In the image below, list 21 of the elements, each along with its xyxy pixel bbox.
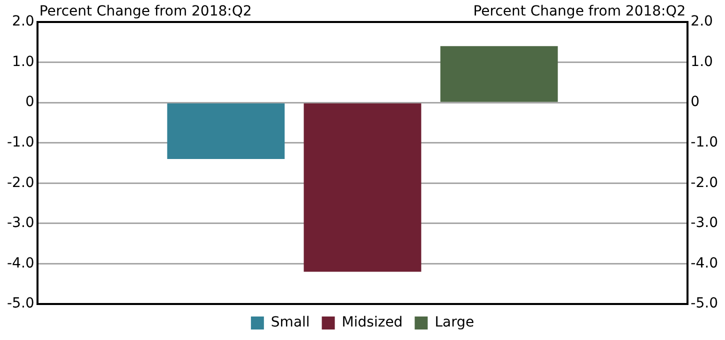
legend-label: Large: [434, 314, 474, 331]
y-tick-label: -3.0: [6, 215, 34, 232]
y2-tick-label: -2.0: [690, 174, 718, 191]
y2-tick-label: -3.0: [690, 215, 718, 232]
legend-label: Small: [270, 314, 310, 331]
y2-tick-label: 1.0: [690, 54, 713, 70]
y2-tick-label: 0: [690, 94, 700, 110]
y2-tick-label: 2.0: [690, 14, 713, 30]
y-tick-label: 2.0: [12, 14, 34, 30]
y-tick-label: 1.0: [12, 54, 34, 70]
y-tick-label: -5.0: [6, 296, 34, 312]
y2-tick-label: -1.0: [690, 134, 718, 150]
y-tick-label: 0: [25, 94, 34, 110]
y-tick-label: -2.0: [6, 174, 34, 191]
y-axis-title: Percent Change from 2018:Q2: [39, 4, 252, 20]
y-tick-label: -1.0: [6, 134, 34, 150]
y2-axis-title: Percent Change from 2018:Q2: [473, 4, 686, 20]
y2-tick-label: -4.0: [690, 255, 718, 272]
legend-label: Midsized: [342, 314, 403, 331]
y2-tick-label: -5.0: [690, 296, 718, 312]
y-tick-label: -4.0: [6, 255, 34, 272]
